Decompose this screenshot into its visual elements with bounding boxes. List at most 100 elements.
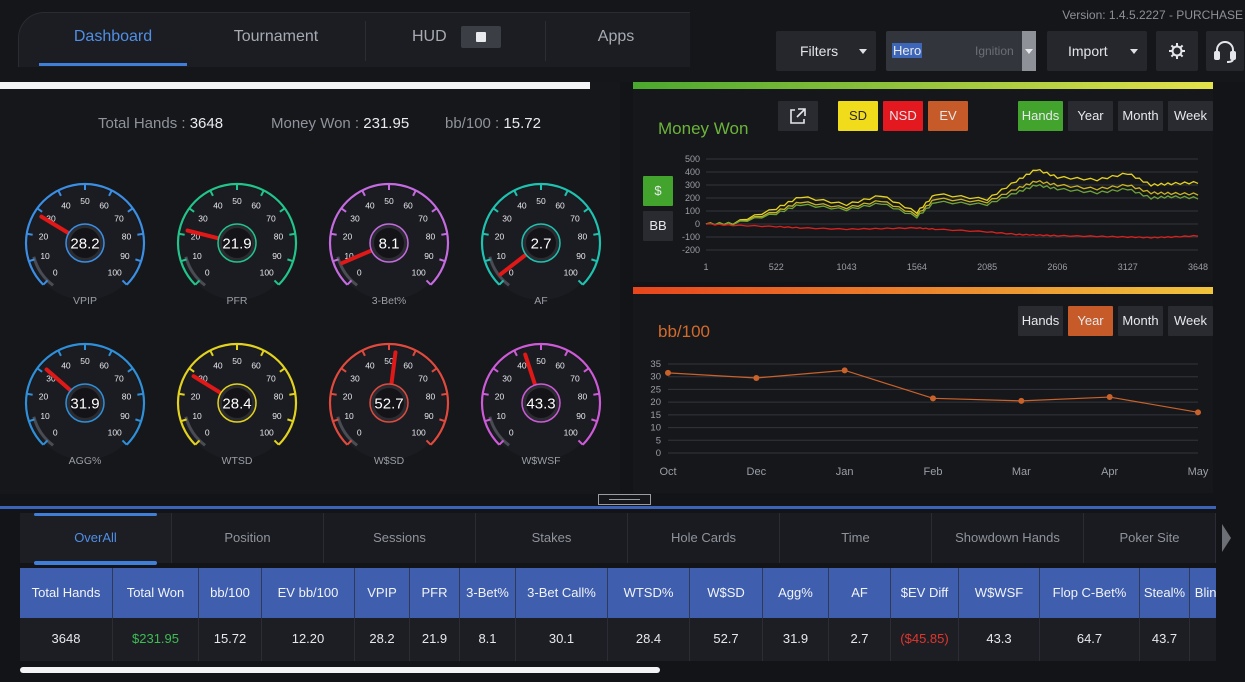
x-tick-label: 3648 <box>1188 262 1208 272</box>
range-month-button[interactable]: Month <box>1118 306 1163 336</box>
horizontal-scrollbar[interactable] <box>20 667 660 673</box>
table-row[interactable]: 3648 $231.95 15.72 12.20 28.2 21.9 8.1 30.1 28.4… <box>20 618 1216 661</box>
column-header-bb-100[interactable]: bb/100 <box>199 568 262 618</box>
x-tick-label: 1564 <box>907 262 927 272</box>
gauge-tick <box>583 207 590 213</box>
gauge-tick <box>180 418 187 423</box>
gauge-tick-label: 100 <box>564 428 578 438</box>
range-year-button[interactable]: Year <box>1068 101 1113 131</box>
tab-tournament[interactable]: Tournament <box>233 28 319 45</box>
column-header-wtsd[interactable]: WTSD% <box>608 568 690 618</box>
tabs-scroll-right-icon[interactable] <box>1222 524 1231 552</box>
gauge-tick <box>492 367 499 373</box>
import-button[interactable]: Import <box>1047 31 1147 71</box>
gauge-value: 28.2 <box>70 236 99 253</box>
gauge-tick-label: 80 <box>122 391 132 401</box>
gauge-value: 43.3 <box>526 396 555 413</box>
tab-stakes[interactable]: Stakes <box>476 513 628 563</box>
gauge-tick-label: 0 <box>509 268 514 278</box>
gauge-tick <box>482 392 489 396</box>
tab-showdown-hands[interactable]: Showdown Hands <box>932 513 1084 563</box>
tab-time[interactable]: Time <box>780 513 932 563</box>
gauge-tick <box>28 418 35 423</box>
gauge-tick-label: 10 <box>496 251 506 261</box>
tab-position[interactable]: Position <box>172 513 324 563</box>
gauge-tick <box>57 189 62 197</box>
column-header-steal[interactable]: Steal% <box>1140 568 1190 618</box>
gauge-tick <box>583 367 590 373</box>
gauge-tick-label: 10 <box>40 251 50 261</box>
column-header--ev-diff[interactable]: $EV Diff <box>891 568 959 618</box>
tab-dashboard[interactable]: Dashboard <box>39 13 187 66</box>
column-header-total-hands[interactable]: Total Hands <box>20 568 113 618</box>
unit-dollar-button[interactable]: $ <box>643 176 673 206</box>
column-header-vpip[interactable]: VPIP <box>355 568 410 618</box>
gauge-tick-label: 40 <box>517 361 527 371</box>
column-header-agg[interactable]: Agg% <box>763 568 829 618</box>
settings-button[interactable] <box>1156 31 1198 71</box>
y-tick-label: 15 <box>650 410 661 421</box>
tab-apps[interactable]: Apps <box>597 28 635 45</box>
column-header-af[interactable]: AF <box>829 568 891 618</box>
gauge-value: 2.7 <box>531 236 552 253</box>
range-month-button[interactable]: Month <box>1118 101 1163 131</box>
player-dropdown-button[interactable] <box>1022 31 1036 71</box>
export-button[interactable] <box>778 101 818 131</box>
unit-bb-button[interactable]: BB <box>643 211 673 241</box>
gauge-tick-label: 40 <box>365 201 375 211</box>
tab-overall[interactable]: OverAll <box>20 513 172 565</box>
nsd-toggle[interactable]: NSD <box>883 101 923 131</box>
gauge-tick-label: 100 <box>564 268 578 278</box>
gauge-tick <box>287 418 294 423</box>
gauge-rim <box>480 342 602 446</box>
column-header-w-sd[interactable]: W$SD <box>690 568 763 618</box>
open-external-icon <box>790 108 806 124</box>
hud-toggle[interactable] <box>461 26 501 48</box>
column-header-pfr[interactable]: PFR <box>410 568 460 618</box>
gauge-rim <box>328 342 450 446</box>
tab-hole-cards[interactable]: Hole Cards <box>628 513 780 563</box>
sd-toggle[interactable]: SD <box>838 101 878 131</box>
tab-poker-site[interactable]: Poker Site <box>1084 513 1216 563</box>
table-cell: 2.7 <box>829 618 891 661</box>
column-header-3-bet[interactable]: 3-Bet% <box>460 568 516 618</box>
column-header-total-won[interactable]: Total Won <box>113 568 199 618</box>
gauge-tick-label: 60 <box>99 201 109 211</box>
gauge-tick-label: 80 <box>578 231 588 241</box>
range-week-button[interactable]: Week <box>1168 306 1213 336</box>
column-header-flop-c-bet[interactable]: Flop C-Bet% <box>1040 568 1140 618</box>
gauge-tick <box>135 258 142 263</box>
column-header-ev-bb-100[interactable]: EV bb/100 <box>262 568 355 618</box>
filters-button[interactable]: Filters <box>776 31 876 71</box>
table-header-row: Total Hands Total Won bb/100 EV bb/100 VPIP P… <box>20 568 1216 618</box>
gauge-tick-label: 80 <box>122 231 132 241</box>
table-cell: 30.1 <box>516 618 608 661</box>
ev-toggle[interactable]: EV <box>928 101 968 131</box>
range-year-button[interactable]: Year <box>1068 306 1113 336</box>
table-cell: 12.20 <box>262 618 355 661</box>
column-header-blinds[interactable]: Blinds <box>1190 568 1216 618</box>
data-point <box>841 367 848 374</box>
player-selector[interactable]: Hero Ignition <box>886 31 1036 71</box>
chevron-down-icon <box>859 49 867 54</box>
table-cell <box>1190 618 1216 661</box>
gauge-tick <box>180 258 187 263</box>
range-week-button[interactable]: Week <box>1168 101 1213 131</box>
data-point <box>1106 394 1113 401</box>
gauge-tick-label: 10 <box>192 251 202 261</box>
range-hands-button[interactable]: Hands <box>1018 101 1063 131</box>
gauge-tick <box>441 232 448 236</box>
panel-resize-handle[interactable] <box>598 494 651 505</box>
gauge-tick <box>260 189 265 197</box>
column-header-w-wsf[interactable]: W$WSF <box>959 568 1040 618</box>
total-hands-label: Total Hands : <box>98 115 186 132</box>
gauge-label: AF <box>534 295 547 307</box>
data-point <box>665 369 671 376</box>
range-hands-button[interactable]: Hands <box>1018 306 1063 336</box>
tab-hud[interactable]: HUD <box>366 13 544 66</box>
gauge-tick-label: 20 <box>343 391 353 401</box>
gauge-tick-label: 90 <box>576 411 586 421</box>
tab-sessions[interactable]: Sessions <box>324 513 476 563</box>
column-header-3-bet-call[interactable]: 3-Bet Call% <box>516 568 608 618</box>
support-button[interactable] <box>1206 31 1244 71</box>
